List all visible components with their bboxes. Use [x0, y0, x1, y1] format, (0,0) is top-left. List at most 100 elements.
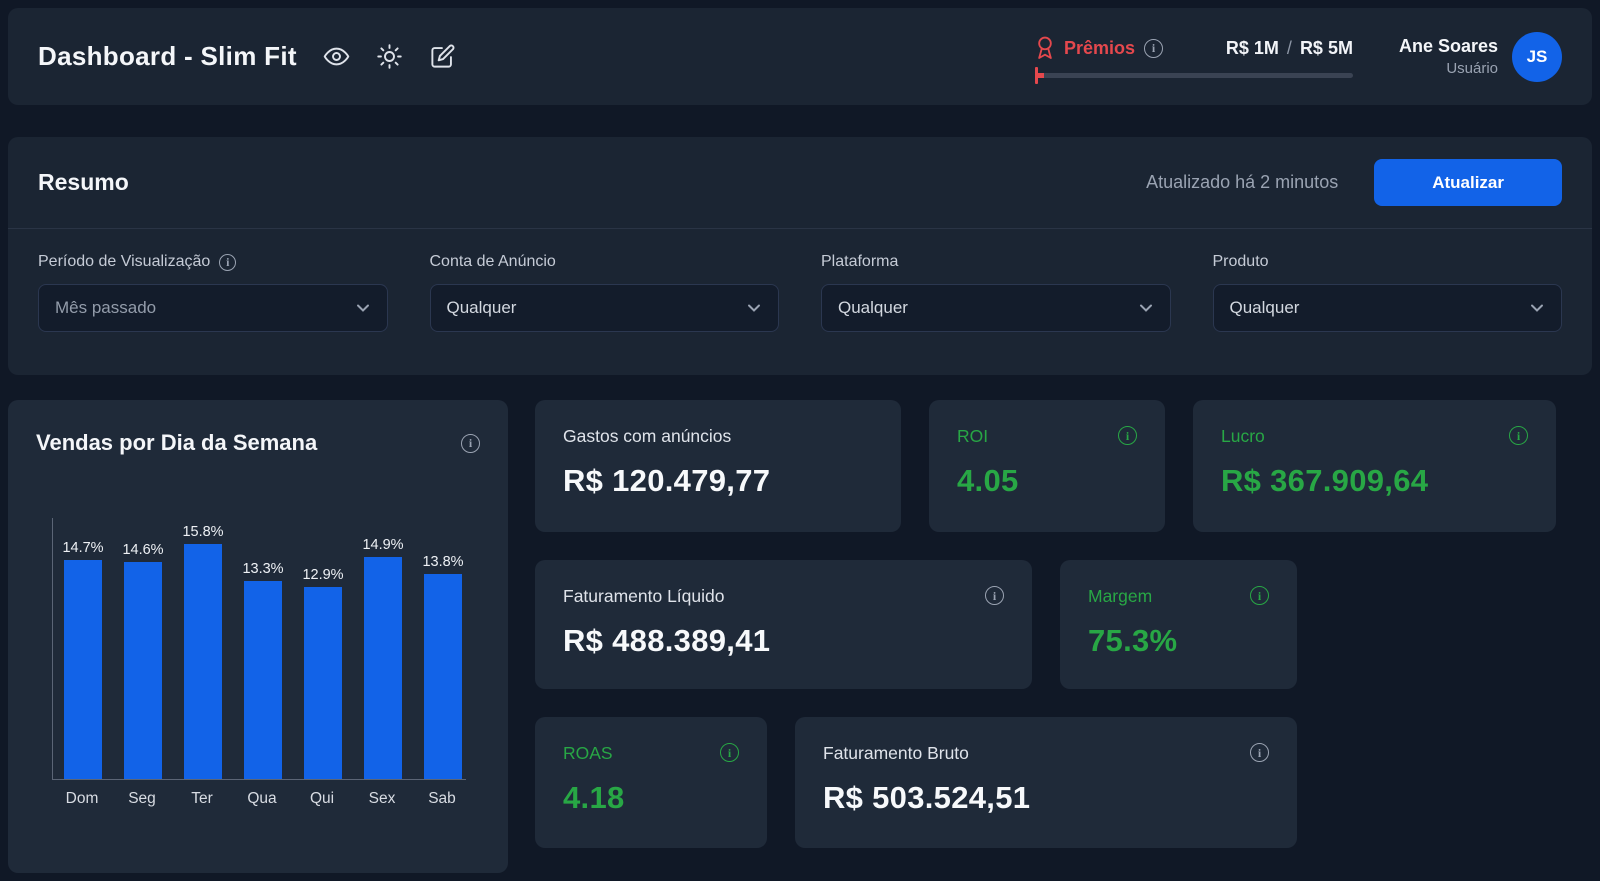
x-axis-label: Seg: [128, 790, 156, 807]
medal-icon: [1035, 35, 1055, 61]
top-bar: Dashboard - Slim Fit Prêmios R$ 1M / R$ …: [8, 8, 1592, 105]
bar: [304, 587, 342, 779]
filter-produto-label: Produto: [1212, 253, 1269, 270]
bar: [64, 560, 102, 779]
bar-qui: 12.9%: [302, 567, 344, 779]
x-axis-labels: Dom Seg Ter Qua Qui Sex Sab: [52, 780, 480, 808]
metric-value: R$ 488.389,41: [563, 623, 771, 658]
premios-label: Prêmios: [1063, 37, 1135, 58]
page-title: Dashboard - Slim Fit: [38, 41, 297, 71]
metric-label: Lucro: [1221, 426, 1265, 446]
faturamento-liquido-info-icon[interactable]: [985, 586, 1004, 605]
bar-value-label: 14.6%: [122, 542, 164, 558]
sales-by-weekday-card: Vendas por Dia da Semana 14.7% 14.6% 15.8%…: [8, 400, 508, 873]
chevron-down-icon: [748, 304, 760, 312]
roi-info-icon[interactable]: [1118, 426, 1137, 445]
margem-info-icon[interactable]: [1250, 586, 1269, 605]
bar-sab: 13.8%: [422, 554, 464, 779]
bar: [184, 544, 222, 779]
premios-progress-bar: [1034, 67, 1353, 84]
metric-value: 4.05: [957, 463, 1019, 498]
metric-label: Faturamento Bruto: [823, 743, 969, 763]
metric-value: R$ 120.479,77: [563, 463, 771, 498]
eye-icon[interactable]: [323, 43, 350, 70]
filter-periodo: Período de Visualização Mês passado: [38, 253, 388, 332]
premios-widget: Prêmios R$ 1M / R$ 5M: [1034, 35, 1353, 84]
refresh-button[interactable]: Atualizar: [1374, 159, 1562, 206]
filter-conta-label: Conta de Anúncio: [429, 253, 556, 270]
resumo-title: Resumo: [38, 169, 129, 195]
bar-chart: 14.7% 14.6% 15.8% 13.3% 12.9% 14.9% 13.8%: [52, 518, 466, 780]
metric-card-margem: Margem 75.3%: [1060, 560, 1297, 689]
metric-label: ROAS: [563, 743, 613, 763]
filter-periodo-label: Período de Visualização: [38, 253, 211, 270]
bar-value-label: 15.8%: [182, 524, 224, 540]
edit-icon[interactable]: [429, 43, 456, 70]
bar-value-label: 12.9%: [302, 567, 344, 583]
bar-ter: 15.8%: [182, 524, 224, 779]
metric-label: ROI: [957, 426, 989, 446]
filter-periodo-info-icon[interactable]: [219, 253, 237, 271]
metric-card-faturamento-liquido: Faturamento Líquido R$ 488.389,41: [535, 560, 1032, 689]
filter-plataforma-select[interactable]: Qualquer: [821, 284, 1171, 332]
metric-card-roas: ROAS 4.18: [535, 717, 767, 848]
chart-title: Vendas por Dia da Semana: [36, 430, 318, 455]
premios-info-icon[interactable]: [1144, 38, 1163, 58]
bar: [424, 574, 462, 779]
metric-card-faturamento-bruto: Faturamento Bruto R$ 503.524,51: [795, 717, 1297, 848]
premios-current: R$ 1M: [1225, 37, 1279, 58]
bar-value-label: 14.7%: [62, 540, 104, 556]
metric-card-roi: ROI 4.05: [929, 400, 1165, 532]
premios-separator: /: [1286, 37, 1292, 58]
premios-values: R$ 1M / R$ 5M: [1226, 38, 1353, 59]
bar: [124, 562, 162, 779]
chevron-down-icon: [356, 304, 369, 312]
faturamento-bruto-info-icon[interactable]: [1250, 743, 1269, 762]
chart-info-icon[interactable]: [461, 433, 480, 453]
user-name: Ane Soares: [1398, 36, 1498, 56]
metric-value: R$ 503.524,51: [823, 780, 1031, 815]
bar: [244, 581, 282, 779]
x-axis-label: Dom: [65, 790, 99, 807]
x-axis-label: Qui: [309, 790, 335, 807]
filter-produto: Produto Qualquer: [1212, 253, 1562, 332]
metrics-grid: Gastos com anúncios R$ 120.479,77 ROI 4.…: [535, 400, 1556, 848]
dashboard-content: Vendas por Dia da Semana 14.7% 14.6% 15.8%…: [8, 400, 1592, 873]
filter-conta: Conta de Anúncio Qualquer: [429, 253, 779, 332]
premios-progress-tick: [1034, 67, 1038, 84]
user-role: Usuário: [1446, 60, 1498, 77]
theme-sun-icon[interactable]: [376, 43, 403, 70]
bar: [364, 557, 402, 779]
metric-value: R$ 367.909,64: [1221, 463, 1429, 498]
x-axis-label: Sex: [368, 790, 396, 807]
metric-card-lucro: Lucro R$ 367.909,64: [1193, 400, 1556, 532]
x-axis-label: Ter: [191, 790, 213, 807]
bar-value-label: 13.3%: [242, 561, 284, 577]
filter-produto-select[interactable]: Qualquer: [1212, 284, 1562, 332]
roas-info-icon[interactable]: [720, 743, 739, 762]
bar-seg: 14.6%: [122, 542, 164, 779]
bar-value-label: 14.9%: [362, 537, 404, 553]
metric-label: Gastos com anúncios: [563, 426, 732, 446]
metric-label: Margem: [1088, 586, 1153, 606]
premios-target: R$ 5M: [1299, 37, 1353, 58]
metric-label: Faturamento Líquido: [563, 586, 725, 606]
lucro-info-icon[interactable]: [1509, 426, 1528, 445]
last-updated-text: Atualizado há 2 minutos: [1146, 172, 1339, 192]
filter-periodo-select[interactable]: Mês passado: [38, 284, 388, 332]
metric-value: 4.18: [563, 780, 625, 815]
bar-qua: 13.3%: [242, 561, 284, 779]
x-axis-label: Sab: [428, 790, 456, 807]
user-menu: Ane Soares Usuário JS: [1398, 31, 1562, 82]
chevron-down-icon: [1531, 304, 1543, 312]
avatar[interactable]: JS: [1512, 31, 1562, 82]
premios-progress-fill: [1034, 73, 1045, 78]
filter-plataforma: Plataforma Qualquer: [821, 253, 1171, 332]
bar-value-label: 13.8%: [422, 554, 464, 570]
bar-sex: 14.9%: [362, 537, 404, 779]
chevron-down-icon: [1139, 304, 1152, 312]
metric-value: 75.3%: [1088, 623, 1178, 658]
filter-conta-select[interactable]: Qualquer: [429, 284, 779, 332]
metric-card-gastos: Gastos com anúncios R$ 120.479,77: [535, 400, 901, 532]
filter-plataforma-label: Plataforma: [821, 253, 899, 270]
